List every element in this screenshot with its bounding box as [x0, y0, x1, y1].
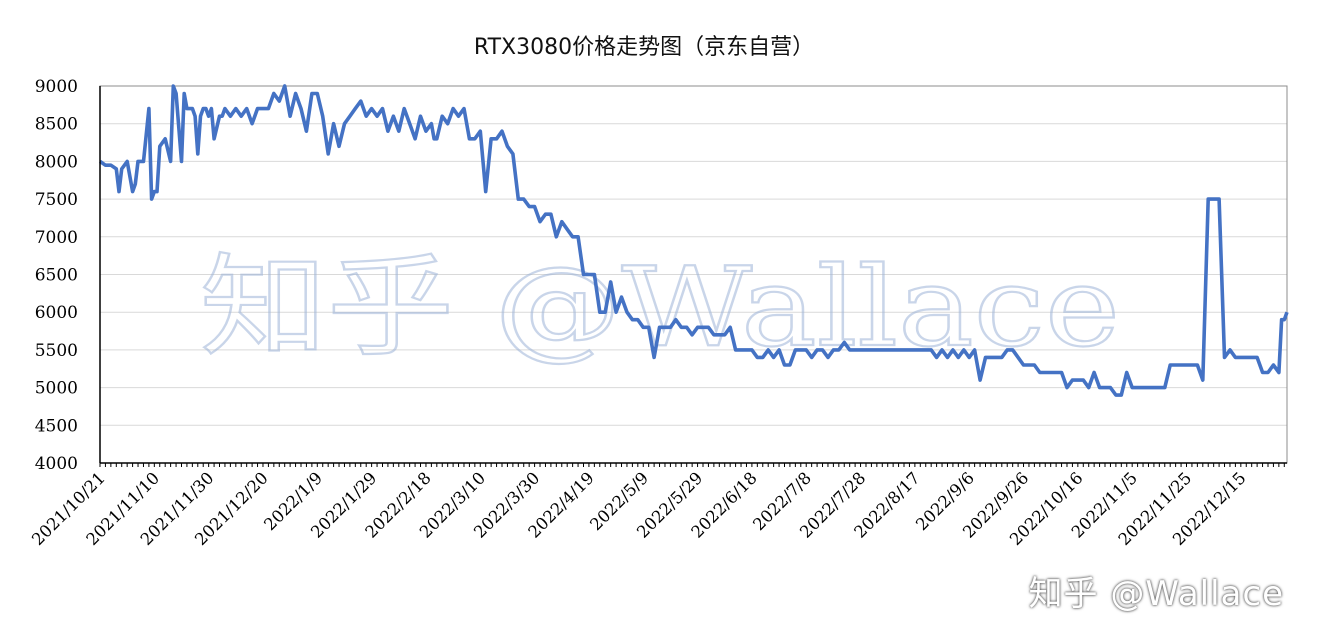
- watermark-center: 知乎 @Wallace: [200, 243, 1120, 371]
- y-axis: 4000 4500 5000 5500 6000 6500 7000 7500 8000 8500…: [35, 77, 78, 474]
- grid-lines: [100, 123, 1287, 426]
- y-tick-label: 5000: [35, 379, 78, 399]
- y-tick-label: 7500: [35, 190, 78, 210]
- watermark-corner: 知乎 @Wallace: [1028, 574, 1284, 614]
- series-line: [98, 84, 1289, 397]
- x-axis: 2021/10/212021/11/102021/11/302021/12/20…: [28, 463, 1285, 549]
- y-tick-label: 4000: [35, 454, 78, 474]
- y-tick-label: 7000: [35, 228, 78, 248]
- y-tick-label: 6500: [35, 266, 78, 286]
- y-tick-label: 9000: [35, 77, 78, 97]
- chart-title: RTX3080价格走势图（京东自营）: [474, 35, 814, 60]
- y-tick-label: 8000: [35, 152, 78, 172]
- y-tick-label: 4500: [35, 416, 78, 436]
- y-tick-label: 8500: [35, 115, 78, 135]
- y-tick-label: 6000: [35, 303, 78, 323]
- y-tick-label: 5500: [35, 341, 78, 361]
